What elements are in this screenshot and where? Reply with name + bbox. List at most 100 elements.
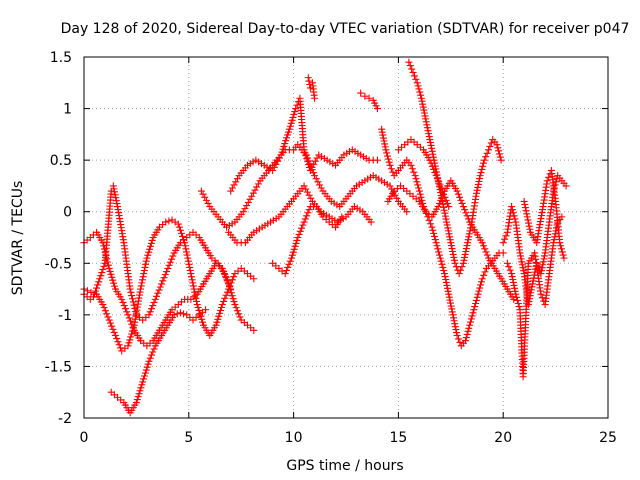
track-1-point <box>111 282 119 290</box>
track-9-point <box>305 77 313 85</box>
chart-title: Day 128 of 2020, Sidereal Day-to-day VTE… <box>61 21 630 37</box>
track-2-point <box>113 335 121 343</box>
track-1-point <box>230 298 238 306</box>
track-11-point <box>416 190 424 198</box>
track-10-point <box>373 105 381 113</box>
track-2-point <box>212 321 220 329</box>
track-11-point <box>477 278 485 286</box>
track-12-point <box>455 270 463 278</box>
track-12-point <box>461 250 469 258</box>
track-2-point <box>230 273 238 281</box>
track-13-point <box>454 190 462 198</box>
x-tick-label: 10 <box>285 430 303 446</box>
track-12-point <box>414 82 422 90</box>
track-10-point <box>365 94 373 102</box>
track-13-point <box>453 187 461 195</box>
track-11-point <box>451 320 459 328</box>
track-11-point <box>379 134 387 142</box>
track-1-point <box>250 326 258 334</box>
track-12-point <box>408 65 416 73</box>
track-2-point <box>214 315 222 323</box>
track-17-point <box>523 210 531 218</box>
track-2-point <box>193 297 201 305</box>
track-2-point <box>188 276 196 284</box>
track-5-point <box>204 199 212 207</box>
track-12-point <box>464 236 472 244</box>
track-12-point <box>474 183 482 191</box>
track-2-point <box>182 245 190 253</box>
data-points <box>80 58 570 417</box>
track-3-point <box>159 277 167 285</box>
track-14-point <box>432 172 440 180</box>
track-2-point <box>250 275 258 283</box>
track-15-point <box>517 255 525 263</box>
track-5-point <box>244 198 252 206</box>
track-12-point <box>460 256 468 264</box>
track-11-point <box>378 128 386 136</box>
track-2-point <box>146 245 154 253</box>
track-11-point <box>417 193 425 201</box>
track-6-point <box>310 160 318 168</box>
track-11-point <box>427 220 435 228</box>
track-12-point <box>461 253 469 261</box>
track-2-point <box>199 318 207 326</box>
track-8-point <box>286 257 294 265</box>
track-17-point <box>523 213 531 221</box>
track-12-point <box>465 233 473 241</box>
track-2-point <box>182 248 190 256</box>
track-11-point <box>380 137 388 145</box>
track-11-point <box>407 161 415 169</box>
track-16-point <box>511 287 519 295</box>
track-14-point <box>430 165 438 173</box>
track-6-point <box>230 181 238 189</box>
track-11-point <box>463 330 471 338</box>
track-15-point <box>508 203 516 211</box>
track-4-point <box>146 354 154 362</box>
track-1-point <box>233 307 241 315</box>
track-17-point <box>521 200 529 208</box>
track-6-point <box>303 155 311 163</box>
track-15-point <box>520 267 528 275</box>
track-13-point <box>458 199 466 207</box>
track-3-point <box>153 292 161 300</box>
track-11-point <box>452 329 460 337</box>
y-tick-label: -2 <box>58 411 72 427</box>
track-11-point <box>464 327 472 335</box>
track-11-point <box>472 300 480 308</box>
track-5-point <box>403 208 411 216</box>
track-4-point <box>139 378 147 386</box>
track-15-point <box>499 239 507 247</box>
track-4-point <box>145 357 153 365</box>
track-12-point <box>466 227 474 235</box>
track-12-point <box>416 88 424 96</box>
track-4-point <box>147 351 155 359</box>
track-15-point <box>518 258 526 266</box>
track-12-point <box>474 180 482 188</box>
track-11-point <box>389 168 397 176</box>
track-1-point <box>124 311 132 319</box>
track-3-point <box>111 191 119 199</box>
track-2-point <box>104 313 112 321</box>
track-11-point <box>474 290 482 298</box>
track-1-point <box>107 270 115 278</box>
track-14-point <box>441 193 449 201</box>
track-6-point <box>272 160 280 168</box>
track-3-point <box>149 302 157 310</box>
track-13-point <box>459 203 467 211</box>
track-3-point <box>161 271 169 279</box>
track-11-point <box>437 257 445 265</box>
track-6-point <box>228 184 236 192</box>
track-2-point <box>192 294 200 302</box>
track-16-point <box>513 296 521 304</box>
track-5-point <box>239 208 247 216</box>
track-11-point <box>449 314 457 322</box>
track-11-point <box>445 290 453 298</box>
track-3-point <box>145 311 153 319</box>
track-3-point <box>223 276 231 284</box>
y-tick-label: -1 <box>58 308 72 324</box>
track-14-point <box>445 203 453 211</box>
track-12-point <box>476 172 484 180</box>
track-3-point <box>163 268 171 276</box>
track-4-point <box>144 360 152 368</box>
